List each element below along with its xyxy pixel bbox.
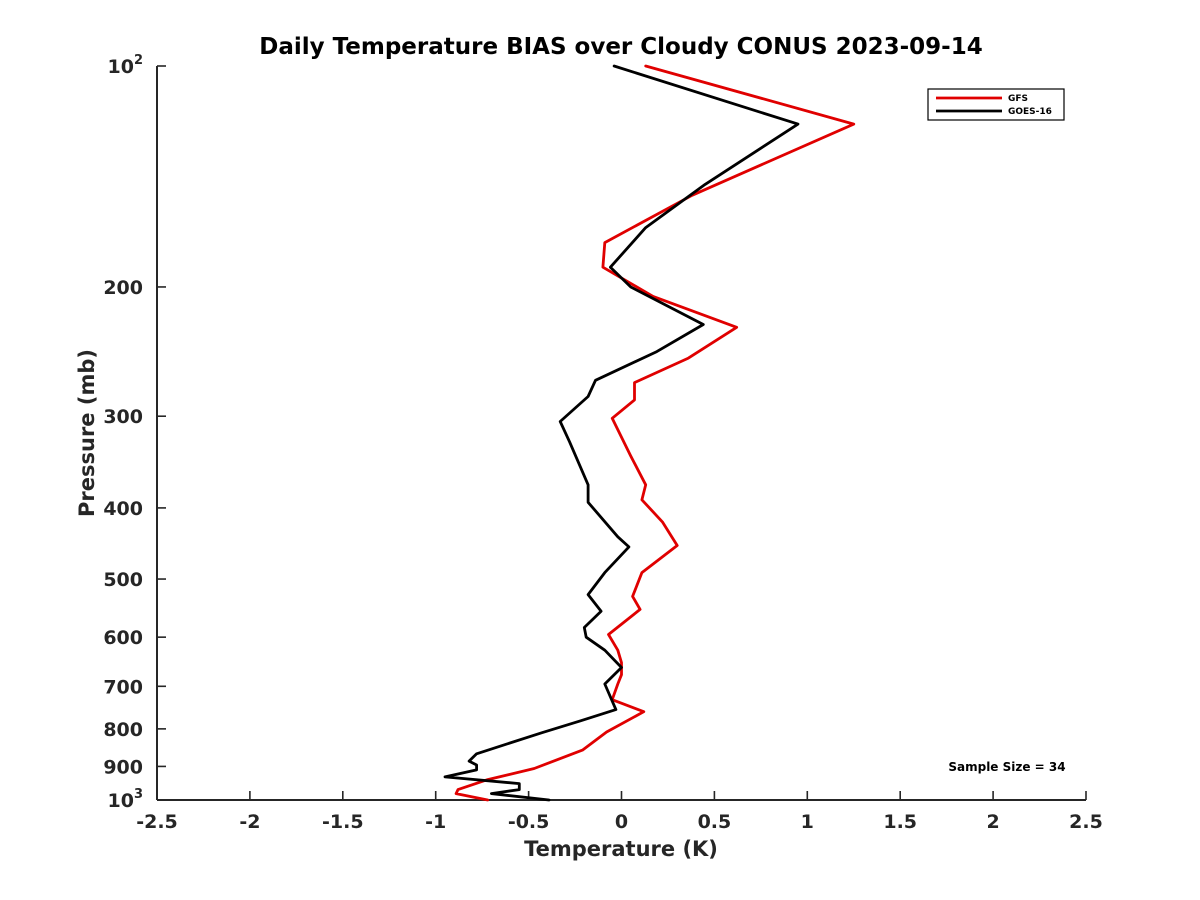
legend-box: [927, 88, 1065, 121]
y-tick-label-base: 10: [108, 790, 134, 812]
axes: -2.5 -2 -1.5 -1 -0.5 0 0.5 1 1.5 2 2.5102200300400…: [103, 53, 1103, 833]
series-layer: [443, 64, 856, 802]
y-tick-label: 200: [103, 277, 143, 299]
legend-label: GFS: [1008, 94, 1028, 104]
x-tick-label: -0.5: [508, 811, 550, 833]
y-tick-label-base: 900: [103, 756, 143, 778]
x-tick-label: -1.5: [322, 811, 364, 833]
x-tick-label: 2: [986, 811, 999, 833]
legend-label: GOES-16: [1008, 107, 1052, 117]
series-line-gfs: [454, 64, 856, 802]
y-tick-label: 102: [108, 53, 144, 78]
chart-title: Daily Temperature BIAS over Cloudy CONUS…: [259, 34, 982, 60]
y-tick-label: 500: [103, 569, 143, 591]
y-axis-label: Pressure (mb): [75, 349, 99, 517]
x-tick-label: 0: [615, 811, 628, 833]
y-tick-label: 103: [108, 787, 144, 812]
series-line-goes-16: [443, 64, 800, 802]
legend: GFS GOES-16: [927, 88, 1065, 121]
y-tick-label-exponent: 2: [134, 53, 143, 68]
x-axis-label: Temperature (K): [524, 837, 718, 861]
x-tick-label: -2.5: [136, 811, 178, 833]
y-tick-label-base: 400: [103, 498, 143, 520]
y-tick-label: 800: [103, 719, 143, 741]
y-tick-label-base: 600: [103, 627, 143, 649]
y-tick-label-base: 800: [103, 719, 143, 741]
y-tick-label-base: 300: [103, 406, 143, 428]
sample-size-annotation: Sample Size = 34: [948, 760, 1065, 774]
y-tick-label-base: 10: [108, 56, 134, 78]
y-tick-label-base: 700: [103, 676, 143, 698]
x-tick-label: 2.5: [1069, 811, 1103, 833]
x-tick-label: 0.5: [698, 811, 732, 833]
x-tick-label: -2: [239, 811, 260, 833]
y-tick-label-exponent: 3: [134, 787, 143, 802]
x-tick-label: 1: [801, 811, 814, 833]
x-tick-label: 1.5: [883, 811, 917, 833]
y-tick-label-base: 200: [103, 277, 143, 299]
y-tick-label: 600: [103, 627, 143, 649]
y-tick-label-base: 500: [103, 569, 143, 591]
x-tick-label: -1: [425, 811, 446, 833]
y-tick-label: 900: [103, 756, 143, 778]
y-tick-label: 700: [103, 676, 143, 698]
y-tick-label: 300: [103, 406, 143, 428]
y-tick-label: 400: [103, 498, 143, 520]
